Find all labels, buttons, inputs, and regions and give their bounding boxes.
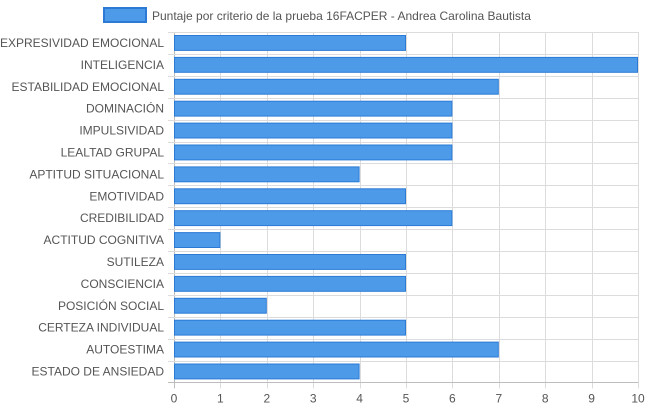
bar[interactable] xyxy=(174,144,453,161)
category-label: SUTILEZA xyxy=(107,255,164,269)
x-tick-label: 2 xyxy=(263,391,270,405)
bar[interactable] xyxy=(174,35,406,51)
bar[interactable] xyxy=(174,100,453,117)
bar[interactable] xyxy=(174,78,499,95)
bar[interactable] xyxy=(174,56,638,73)
category-label: POSICIÓN SOCIAL xyxy=(58,298,164,313)
bar[interactable] xyxy=(174,210,453,227)
category-label: EXPRESIVIDAD EMOCIONAL xyxy=(0,36,164,50)
bar[interactable] xyxy=(174,275,406,292)
category-labels: EXPRESIVIDAD EMOCIONAL INTELIGENCIA ESTABI… xyxy=(0,36,164,379)
bar[interactable] xyxy=(174,122,453,139)
bar[interactable] xyxy=(174,341,499,358)
x-tick-label: 7 xyxy=(495,391,502,405)
category-label: CREDIBILIDAD xyxy=(80,211,164,225)
bar[interactable] xyxy=(174,297,267,314)
category-label: APTITUD SITUACIONAL xyxy=(29,167,164,181)
bar[interactable] xyxy=(174,166,360,183)
legend-label: Puntaje por criterio de la prueba 16FACP… xyxy=(152,9,531,23)
x-tick-label: 6 xyxy=(449,391,456,405)
category-label: CERTEZA INDIVIDUAL xyxy=(38,321,164,335)
category-label: DOMINACIÓN xyxy=(86,101,164,116)
bars xyxy=(174,35,638,380)
x-tick-label: 8 xyxy=(542,391,549,405)
category-label: CONSCIENCIA xyxy=(81,277,164,291)
category-label: ESTABILIDAD EMOCIONAL xyxy=(12,80,165,94)
x-tick-labels: 0 1 2 3 4 5 6 7 8 9 10 xyxy=(171,391,645,405)
category-label: IMPULSIVIDAD xyxy=(79,124,164,138)
category-label: INTELIGENCIA xyxy=(81,58,164,72)
x-tick-label: 3 xyxy=(310,391,317,405)
bar[interactable] xyxy=(174,254,406,270)
legend-swatch xyxy=(103,7,147,23)
x-tick-label: 5 xyxy=(403,391,410,405)
x-tick-label: 10 xyxy=(631,391,645,405)
category-label: ACTITUD COGNITIVA xyxy=(44,233,164,247)
bar[interactable] xyxy=(174,319,406,336)
category-label: ESTADO DE ANSIEDAD xyxy=(32,364,165,378)
bar[interactable] xyxy=(174,232,221,249)
x-tick-label: 0 xyxy=(171,391,178,405)
category-label: EMOTIVIDAD xyxy=(89,189,164,203)
x-tick-label: 1 xyxy=(217,391,224,405)
x-tick-label: 9 xyxy=(588,391,595,405)
category-label: AUTOESTIMA xyxy=(86,343,164,357)
category-label: LEALTAD GRUPAL xyxy=(61,145,165,159)
legend[interactable]: Puntaje por criterio de la prueba 16FACP… xyxy=(103,7,531,23)
x-tick-label: 4 xyxy=(356,391,363,405)
bar[interactable] xyxy=(174,188,406,205)
bar[interactable] xyxy=(174,363,360,380)
